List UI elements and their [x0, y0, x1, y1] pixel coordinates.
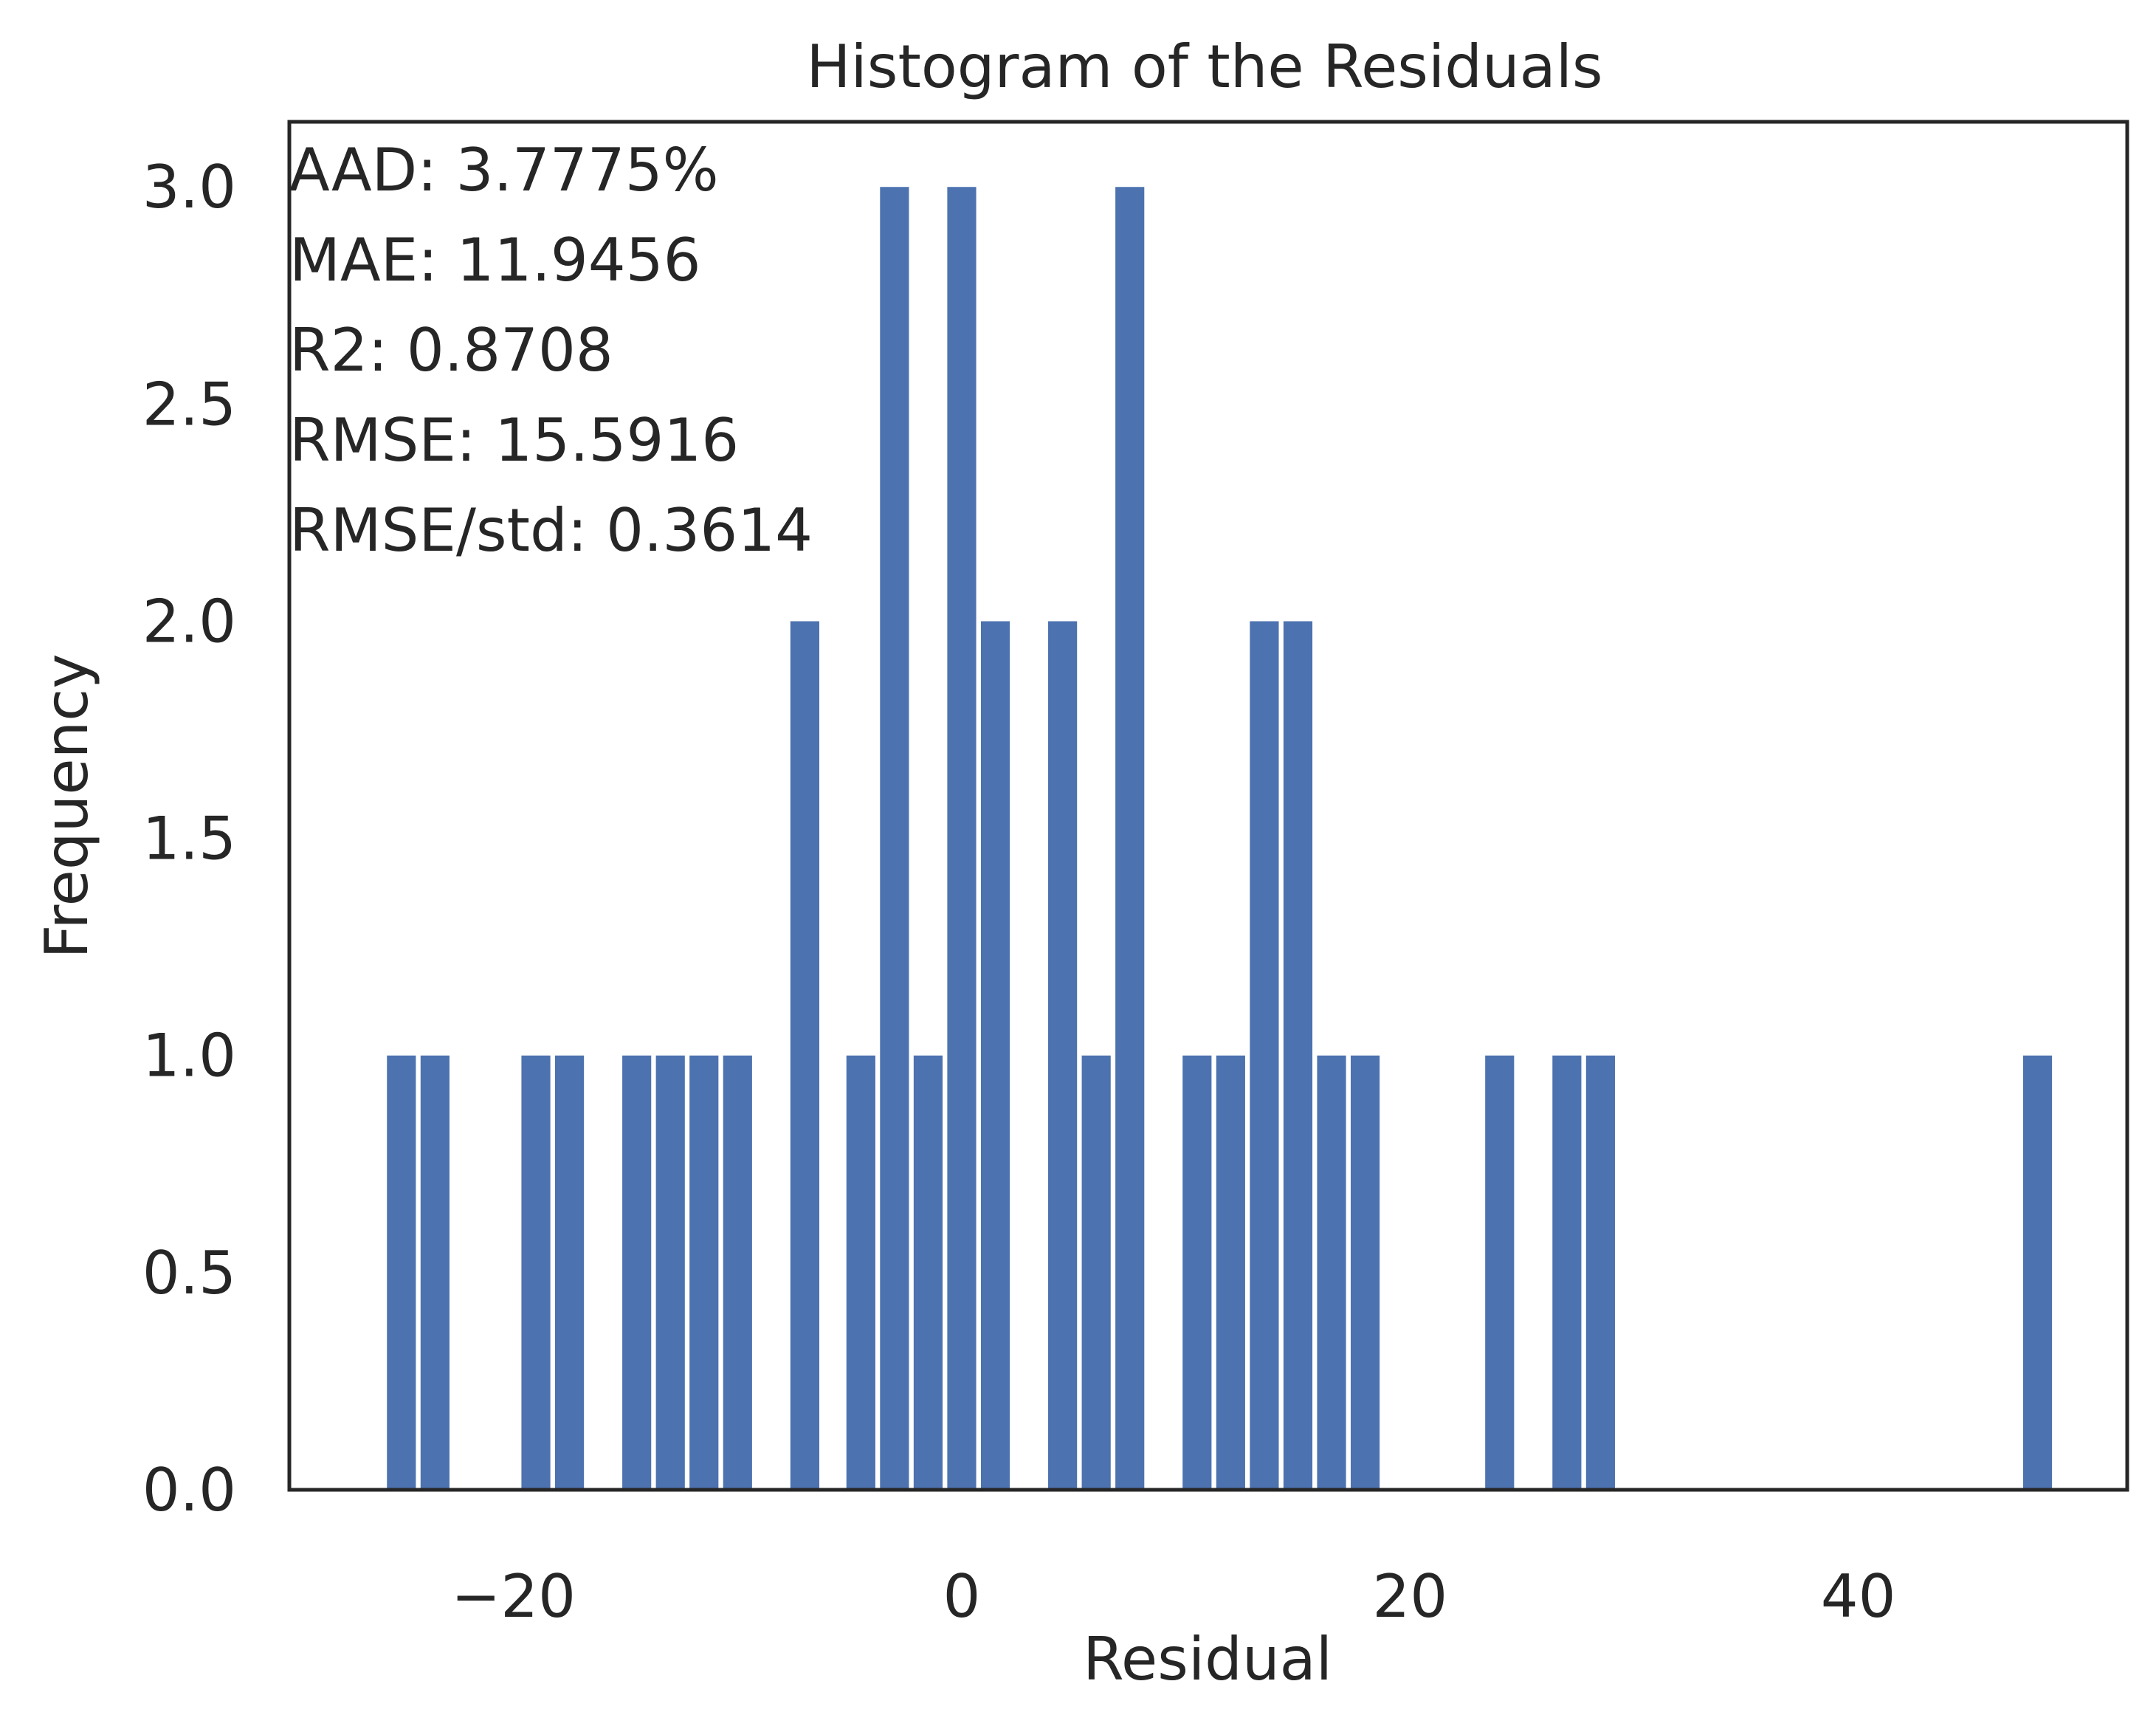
bars-layer — [387, 187, 2053, 1491]
histogram-bar-19 — [1250, 621, 1279, 1490]
y-tick-label-6: 3.0 — [142, 153, 236, 221]
ticks-layer: −20 0 20 40 0.0 0.5 1.0 1.5 2.0 2.5 3.0 — [142, 153, 1896, 1631]
plot-frame — [287, 120, 2129, 1492]
stat-annotation-4: RMSE/std: 0.3614 — [289, 496, 813, 565]
histogram-bar-4 — [622, 1055, 652, 1490]
stat-annotation-3: RMSE: 15.5916 — [289, 406, 739, 475]
x-tick-label-0: −20 — [451, 1562, 576, 1631]
histogram-bar-18 — [1216, 1055, 1245, 1490]
histogram-bar-17 — [1182, 1055, 1212, 1490]
y-tick-label-3: 1.5 — [142, 805, 236, 873]
histogram-bar-1 — [420, 1055, 450, 1490]
y-tick-label-5: 2.5 — [142, 370, 236, 439]
histogram-bar-5 — [655, 1055, 685, 1490]
histogram-bar-11 — [913, 1055, 943, 1490]
stat-annotation-0: AAD: 3.7775% — [289, 136, 719, 204]
chart-title: Histogram of the Residuals — [806, 32, 1602, 101]
histogram-bar-8 — [790, 621, 820, 1490]
histogram-bar-10 — [880, 187, 909, 1491]
histogram-bar-24 — [1552, 1055, 1582, 1490]
histogram-bar-7 — [723, 1055, 752, 1490]
x-tick-label-1: 0 — [943, 1562, 981, 1631]
histogram-bar-22 — [1350, 1055, 1380, 1490]
histogram-bar-25 — [1585, 1055, 1615, 1490]
y-tick-label-0: 0.0 — [142, 1456, 236, 1525]
histogram-bar-23 — [1485, 1055, 1515, 1490]
histogram-bar-26 — [2022, 1055, 2053, 1490]
histogram-bar-2 — [521, 1055, 551, 1490]
y-tick-label-1: 0.5 — [142, 1239, 236, 1307]
histogram-bar-21 — [1317, 1055, 1346, 1490]
histogram-bar-16 — [1115, 187, 1145, 1491]
x-axis-label: Residual — [1083, 1625, 1332, 1694]
histogram-bar-3 — [554, 1055, 585, 1490]
histogram-bar-15 — [1081, 1055, 1111, 1490]
histogram-bar-13 — [980, 621, 1010, 1490]
histogram-bar-0 — [387, 1055, 416, 1490]
x-tick-label-2: 20 — [1372, 1562, 1447, 1631]
histogram-bar-12 — [947, 187, 977, 1491]
y-tick-label-2: 1.0 — [142, 1022, 236, 1090]
x-tick-label-3: 40 — [1821, 1562, 1896, 1631]
histogram-bar-14 — [1048, 621, 1078, 1490]
stats-annotations: AAD: 3.7775% MAE: 11.9456 R2: 0.8708 RMSE: … — [289, 136, 813, 565]
stat-annotation-1: MAE: 11.9456 — [289, 226, 701, 295]
histogram-bar-6 — [689, 1055, 719, 1490]
y-tick-label-4: 2.0 — [142, 587, 236, 656]
histogram-bar-20 — [1283, 621, 1313, 1490]
histogram-bar-9 — [846, 1055, 875, 1490]
y-axis-label: Frequency — [32, 653, 101, 958]
stat-annotation-2: R2: 0.8708 — [289, 316, 613, 385]
